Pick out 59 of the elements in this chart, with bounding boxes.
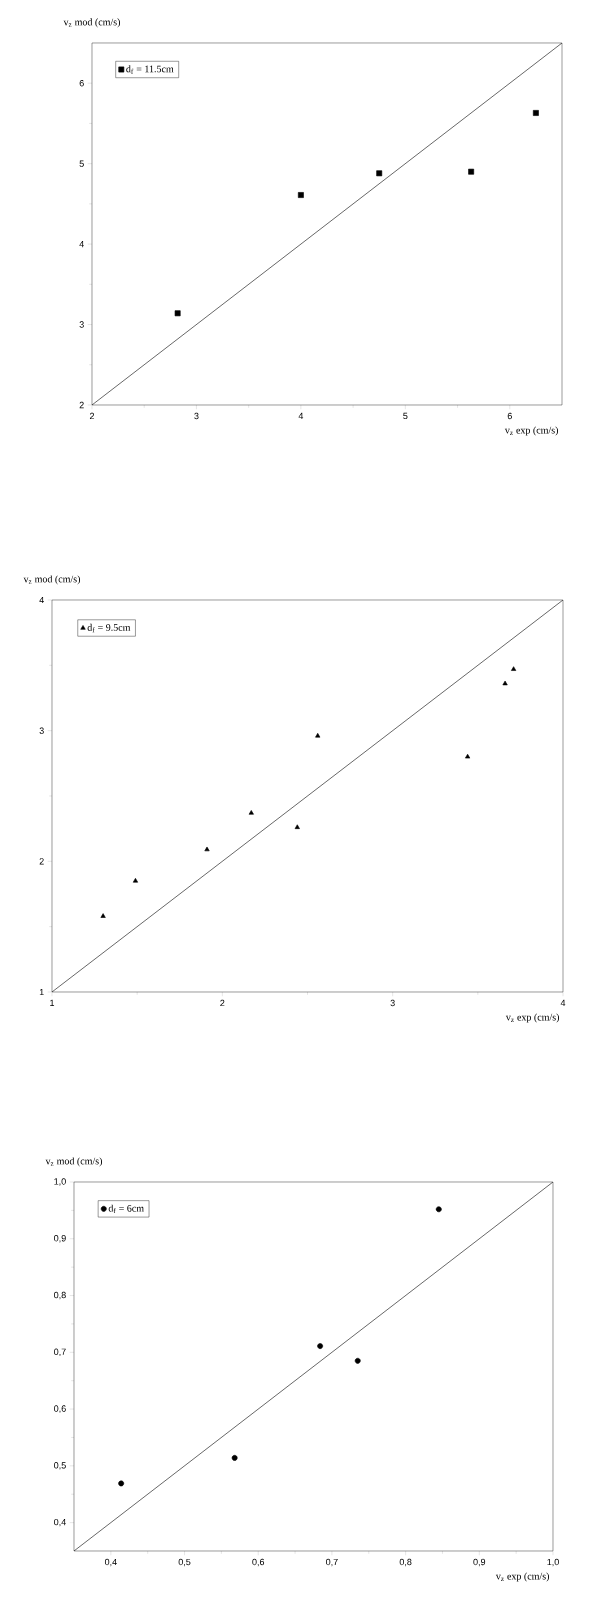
point [465,753,471,759]
x-tick-label: 4 [298,412,304,419]
point [532,110,539,116]
x-tick-label: 3 [194,412,199,420]
x-tick-label: 4 [560,999,566,1006]
point [376,170,383,177]
x-tick-label: 0,8 [399,1558,412,1567]
point [132,878,139,883]
y-tick-label: 5 [79,160,84,167]
x-axis-title: v$_{z}$ exp (cm/s) [505,1013,560,1023]
y-tick-label: 1 [39,988,44,996]
point [100,913,106,918]
y-tick-label: 0,9 [54,1235,66,1243]
x-tick-label: 0,4 [104,1558,117,1567]
legend-label: d$_{f}$ = 11.5cm [126,65,174,74]
point [174,310,181,317]
y-tick-label: 2 [79,401,84,409]
y-tick-label: 3 [79,321,84,328]
y-tick-label: 0,4 [54,1518,66,1527]
y-axis-title: v$_{z}$ mod (cm/s) [23,575,81,585]
point [511,666,517,671]
y-axis-title: v$_{z}$ mod (cm/s) [45,1157,103,1167]
y-tick-label: 0,8 [54,1291,66,1300]
y-tick-label: 3 [39,727,44,734]
y-axis-title: v$_{z}$ mod (cm/s) [63,18,121,28]
y-tick-label: 4 [79,241,84,248]
y-tick-label: 0,5 [54,1462,66,1470]
point [294,824,300,829]
point [317,1343,324,1349]
x-tick-label: 2 [89,412,95,420]
point [354,1357,361,1364]
y-tick-label: 2 [39,858,44,865]
x-axis-title: v$_{z}$ exp (cm/s) [504,426,559,436]
x-tick-label: 0,9 [473,1558,486,1567]
point [502,680,508,686]
x-tick-label: 5 [403,412,408,420]
point [118,1480,125,1487]
y-tick-label: 6 [79,80,84,87]
x-tick-label: 2 [220,999,225,1007]
point [297,192,304,198]
x-tick-label: 0,5 [178,1558,191,1567]
x-tick-label: 1,0 [547,1558,559,1567]
y-tick-label: 1,0 [54,1178,66,1186]
y-tick-label: 0,7 [54,1348,66,1357]
y-tick-label: 4 [39,596,44,604]
point [435,1206,442,1213]
y-tick-label: 0,6 [54,1405,66,1413]
x-tick-label: 0,7 [326,1558,338,1567]
point [468,168,475,175]
legend-label: d$_{f}$ = 9.5cm [87,623,131,633]
x-tick-label: 0,6 [252,1558,265,1567]
point [204,846,210,852]
x-tick-label: 6 [507,412,512,420]
x-tick-label: 3 [390,999,395,1007]
point [231,1455,238,1461]
x-axis-title: v$_{z}$ exp (cm/s) [495,1572,550,1582]
point [315,732,321,738]
point [248,810,254,815]
legend-label: d$_{f}$ = 6cm [108,1204,144,1214]
